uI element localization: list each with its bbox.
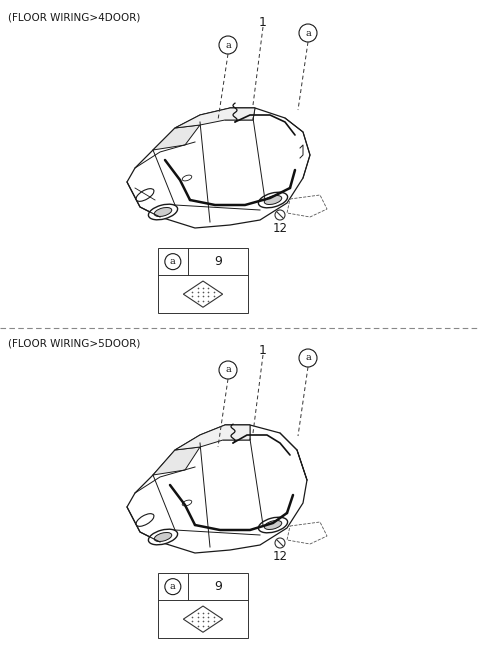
Polygon shape [183,606,223,632]
Ellipse shape [154,533,172,541]
Polygon shape [175,108,255,128]
Ellipse shape [148,204,178,220]
Polygon shape [287,195,327,217]
Polygon shape [127,425,307,553]
Ellipse shape [154,207,172,216]
Polygon shape [223,425,250,440]
Bar [158,573,248,638]
Polygon shape [153,447,200,475]
Polygon shape [225,108,255,120]
Text: 9: 9 [214,580,222,593]
Polygon shape [287,522,327,544]
Ellipse shape [182,500,192,506]
Text: a: a [305,28,311,37]
Ellipse shape [182,175,192,181]
Text: (FLOOR WIRING>4DOOR): (FLOOR WIRING>4DOOR) [8,12,140,22]
Text: 12: 12 [273,222,288,236]
Ellipse shape [258,517,288,533]
Polygon shape [127,108,310,228]
Polygon shape [153,125,200,150]
Circle shape [165,579,181,594]
Text: a: a [170,257,176,266]
Circle shape [219,36,237,54]
Ellipse shape [148,529,178,544]
Bar [158,248,248,313]
Ellipse shape [136,514,154,526]
Ellipse shape [258,192,288,208]
Text: a: a [225,41,231,49]
Text: 1: 1 [259,344,267,356]
Circle shape [299,349,317,367]
Text: 12: 12 [273,550,288,564]
Text: a: a [170,582,176,591]
Text: 1: 1 [259,16,267,28]
Ellipse shape [136,189,154,201]
Circle shape [299,24,317,42]
Text: a: a [305,354,311,363]
Ellipse shape [264,195,282,205]
Text: (FLOOR WIRING>5DOOR): (FLOOR WIRING>5DOOR) [8,338,140,348]
Polygon shape [175,425,250,450]
Text: a: a [225,365,231,375]
Text: 9: 9 [214,255,222,268]
Circle shape [165,254,181,270]
Circle shape [219,361,237,379]
Ellipse shape [264,520,282,529]
Polygon shape [183,281,223,307]
